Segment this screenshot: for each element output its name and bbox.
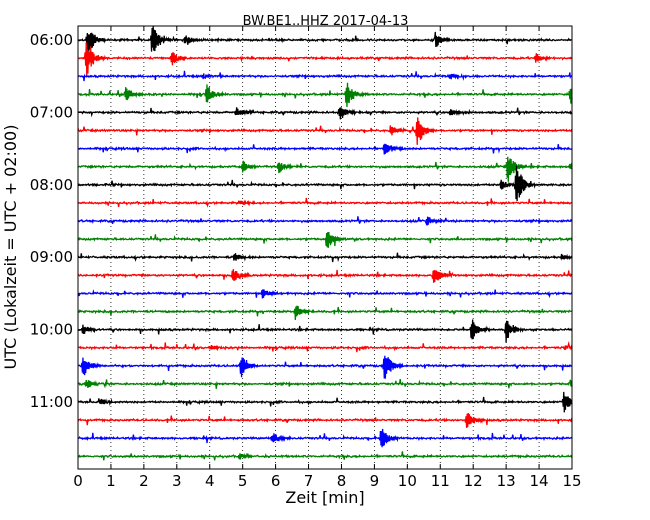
y-tick-label-1100: 11:00 [30, 393, 73, 411]
axis-ticks [77, 26, 573, 469]
x-tick-label-10: 10 [398, 472, 417, 490]
trace-0630 [77, 70, 573, 82]
x-tick-label-1: 1 [106, 472, 116, 490]
y-tick-label-0900: 09:00 [30, 248, 73, 266]
x-tick-label-6: 6 [271, 472, 281, 490]
x-tick-label-12: 12 [464, 472, 483, 490]
trace-1145 [77, 451, 573, 461]
x-tick-label-7: 7 [304, 472, 314, 490]
x-tick-label-4: 4 [205, 472, 215, 490]
y-tick-label-1000: 10:00 [30, 321, 73, 339]
x-tick-label-2: 2 [139, 472, 149, 490]
x-tick-label-15: 15 [562, 472, 581, 490]
trace-0745 [77, 156, 573, 182]
trace-1100 [77, 391, 573, 413]
x-tick-label-11: 11 [431, 472, 450, 490]
trace-0700 [77, 107, 573, 120]
x-tick-label-9: 9 [370, 472, 380, 490]
tick-labels: 0 1 2 3 4 5 6 7 8 9 10 11 12 13 14 1506:0007:0008:0009:… [30, 31, 582, 490]
trace-0815 [77, 197, 573, 208]
x-tick-label-14: 14 [530, 472, 549, 490]
x-axis-label: Zeit [min] [285, 488, 364, 507]
trace-0900 [77, 252, 573, 263]
trace-1000 [78, 319, 573, 343]
chart-title: BW.BE1..HHZ 2017-04-13 [243, 14, 409, 29]
x-tick-label-0: 0 [73, 472, 83, 490]
trace-1115 [77, 413, 573, 428]
y-tick-label-0600: 06:00 [30, 31, 73, 49]
x-tick-label-8: 8 [337, 472, 347, 490]
trace-1030 [77, 355, 573, 379]
trace-0600 [77, 26, 572, 55]
y-tick-label-0800: 08:00 [30, 176, 73, 194]
trace-0645 [78, 82, 573, 108]
trace-1015 [77, 341, 573, 353]
trace-0945 [77, 305, 573, 320]
trace-1045 [77, 378, 573, 389]
x-tick-label-13: 13 [497, 472, 516, 490]
y-tick-label-0700: 07:00 [30, 103, 73, 121]
trace-0715 [77, 117, 573, 145]
trace-0730 [77, 143, 573, 155]
trace-0930 [77, 289, 573, 299]
x-tick-label-5: 5 [238, 472, 248, 490]
y-axis-label: UTC (Lokalzeit = UTC + 02:00) [1, 125, 20, 370]
trace-0845 [77, 231, 573, 248]
trace-0830 [77, 216, 573, 226]
trace-0800 [77, 165, 573, 202]
plot-frame [77, 25, 573, 470]
trace-0915 [77, 269, 573, 283]
x-tick-label-3: 3 [172, 472, 182, 490]
seismic-traces [77, 26, 573, 461]
trace-1130 [77, 428, 573, 448]
trace-0615 [77, 42, 573, 76]
